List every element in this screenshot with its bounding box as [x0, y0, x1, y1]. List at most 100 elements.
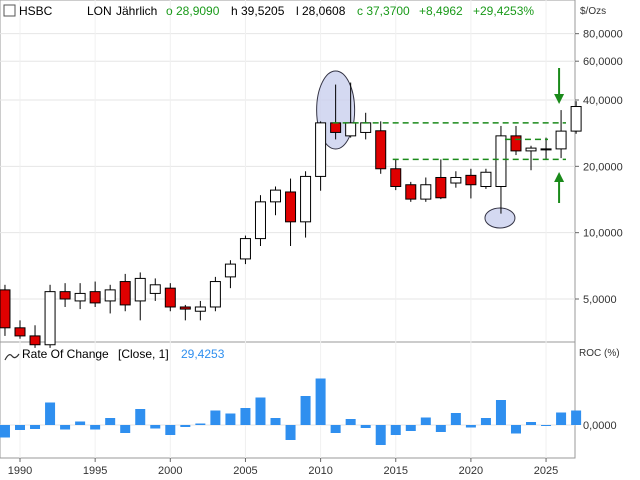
roc-bar — [375, 425, 386, 445]
roc-header: Rate Of Change [Close, 1] 29,4253 ROC (%… — [4, 347, 620, 361]
roc-bar — [571, 410, 582, 425]
time-tick-label: 1990 — [8, 465, 32, 477]
roc-bar — [45, 402, 56, 425]
roc-bar — [405, 425, 416, 431]
roc-bar-series — [0, 378, 582, 445]
roc-bar — [270, 418, 281, 425]
roc-params: [Close, 1] — [118, 347, 169, 361]
roc-value: 29,4253 — [181, 347, 225, 361]
time-tick-label: 2010 — [308, 465, 332, 477]
candle-down — [405, 184, 417, 200]
candle-up — [360, 122, 372, 133]
roc-bar — [135, 409, 146, 425]
candle-down — [164, 287, 176, 308]
candle-down — [119, 281, 131, 306]
time-tick-label: 1995 — [83, 465, 107, 477]
roc-bar — [90, 425, 101, 430]
guide-lines — [332, 68, 566, 203]
roc-tick-label: 0,0000 — [583, 420, 617, 432]
candle-up — [450, 176, 462, 184]
candle-up — [239, 238, 251, 260]
roc-title: Rate Of Change — [22, 347, 109, 361]
price-tick-label: 5,0000 — [583, 294, 617, 306]
time-tick-label: 2025 — [534, 465, 558, 477]
roc-bar — [255, 397, 266, 425]
candle-down — [29, 335, 41, 346]
indicator-wave-icon — [4, 353, 20, 361]
candle-down — [0, 289, 11, 329]
candle-up — [134, 277, 146, 302]
header-high: h 39,5205 — [231, 4, 285, 18]
roc-bar — [210, 410, 221, 425]
candle-down — [285, 191, 297, 223]
roc-bar — [180, 425, 191, 427]
candle-up — [345, 122, 357, 137]
price-tick-label: 10,0000 — [583, 228, 623, 240]
roc-bar — [390, 425, 401, 435]
price-tick-label: 40,0000 — [583, 95, 623, 107]
roc-bar — [330, 425, 341, 433]
roc-bar — [240, 408, 251, 425]
roc-bar — [300, 396, 311, 425]
up-arrow-icon — [554, 172, 565, 182]
roc-bar — [495, 400, 506, 425]
time-tick-label: 2015 — [384, 465, 408, 477]
candle-down — [14, 327, 26, 337]
candle-up — [224, 263, 236, 278]
roc-bar — [315, 378, 326, 425]
time-axis: 1990 1995 2000 2005 2010 2015 2020 2025 — [8, 458, 558, 477]
roc-bar — [526, 422, 537, 425]
header-bar: HSBC LON Jährlich o 28,9090 h 39,5205 l … — [3, 4, 534, 18]
roc-bar — [285, 425, 296, 440]
price-tick-label: 80,0000 — [583, 29, 623, 41]
roc-bar — [420, 417, 431, 425]
roc-bar — [435, 425, 446, 432]
roc-bar — [60, 425, 71, 430]
roc-bar — [75, 421, 86, 425]
header-change: +8,4962 — [419, 4, 463, 18]
header-open: o 28,9090 — [166, 4, 220, 18]
candle-down — [375, 130, 387, 170]
candle-down — [330, 122, 342, 133]
candle-up — [194, 306, 206, 312]
down-arrow-icon — [554, 94, 565, 104]
price-tick-label: 60,0000 — [583, 56, 623, 68]
candle-up — [555, 130, 567, 150]
candle-up — [74, 292, 86, 302]
highlight-ellipses — [316, 70, 516, 229]
roc-bar — [105, 418, 116, 425]
header-close: c 37,3700 — [357, 4, 410, 18]
roc-bar — [15, 425, 25, 430]
candle-up — [300, 175, 312, 223]
roc-bar — [345, 419, 356, 425]
roc-bar — [30, 425, 41, 429]
roc-unit-label: ROC (%) — [579, 348, 620, 359]
candle-down — [59, 291, 71, 300]
roc-bar — [195, 423, 206, 425]
candle-up — [525, 147, 537, 152]
candle-down — [179, 306, 191, 310]
price-axis: 5,0000 10,0000 20,0000 40,0000 60,0000 80,000… — [575, 29, 623, 432]
highlight-ellipse-bottom — [484, 207, 516, 229]
candle-down — [510, 135, 522, 152]
time-tick-label: 2000 — [158, 465, 182, 477]
candle-up — [480, 171, 492, 187]
candle-up — [315, 122, 327, 177]
roc-bar — [360, 425, 371, 428]
roc-bar — [0, 425, 10, 438]
roc-bar — [556, 412, 567, 425]
candle-up — [254, 201, 266, 240]
roc-bar — [480, 418, 491, 425]
candle-down — [89, 291, 101, 304]
roc-bar — [465, 425, 476, 428]
candle-up — [209, 281, 221, 308]
candlestick-series — [0, 82, 582, 348]
price-panel-frame — [0, 0, 576, 343]
candle-up — [495, 135, 507, 187]
price-tick-label: 20,0000 — [583, 161, 623, 173]
header-checkbox[interactable] — [3, 4, 16, 17]
time-tick-label: 2020 — [459, 465, 483, 477]
price-unit-label: $/Ozs — [580, 6, 606, 17]
